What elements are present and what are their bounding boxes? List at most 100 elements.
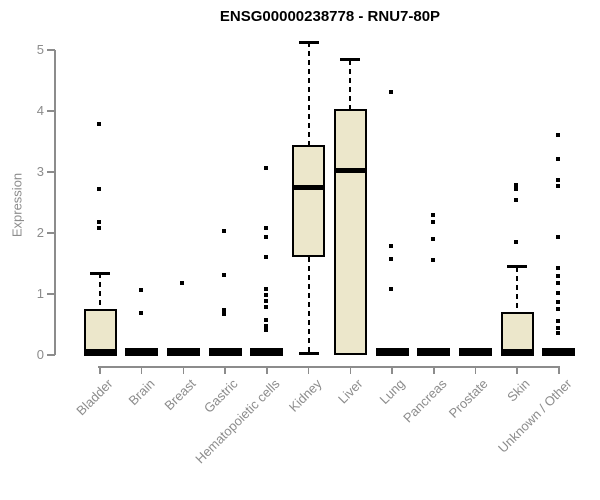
outlier-unknown-other: [555, 184, 560, 189]
whisker-cap-high-liver: [340, 58, 361, 62]
box-breast: [166, 348, 200, 356]
outlier-hematopoietic-cells: [263, 286, 268, 291]
x-tick: [558, 366, 560, 374]
x-tick: [474, 366, 477, 374]
outlier-brain: [138, 310, 143, 315]
outlier-skin: [514, 183, 519, 188]
y-tick: [47, 232, 55, 234]
median-kidney: [292, 185, 326, 191]
x-tick: [391, 366, 393, 374]
y-tick-label-2: 2: [36, 225, 44, 240]
outlier-skin: [514, 198, 519, 203]
outlier-bladder: [97, 220, 101, 225]
outlier-hematopoietic-cells: [263, 323, 268, 328]
outlier-bladder: [97, 187, 101, 192]
outlier-unknown-other: [555, 235, 560, 240]
y-tick: [47, 354, 55, 356]
x-tick: [433, 366, 435, 374]
box-brain: [125, 348, 159, 356]
median-bladder: [83, 349, 117, 356]
box-prostate: [458, 348, 492, 356]
outlier-unknown-other: [555, 177, 560, 182]
outlier-hematopoietic-cells: [263, 166, 268, 171]
whisker-low-kidney: [307, 256, 310, 354]
outlier-unknown-other: [555, 331, 560, 336]
outlier-unknown-other: [555, 290, 560, 295]
x-tick: [140, 366, 143, 374]
outlier-bladder: [97, 226, 101, 231]
outlier-lung: [389, 244, 394, 249]
whisker-high-liver: [349, 59, 352, 109]
whisker-high-skin: [516, 266, 519, 312]
x-tick: [266, 366, 268, 374]
y-tick: [47, 171, 55, 173]
x-axis-line: [98, 366, 560, 368]
whisker-high-kidney: [307, 42, 310, 146]
outlier-unknown-other: [555, 157, 560, 162]
chart-title: ENSG00000238778 - RNU7-80P: [219, 8, 441, 25]
median-skin: [500, 349, 534, 356]
whisker-cap-high-kidney: [298, 40, 319, 44]
y-tick-label-0: 0: [36, 347, 44, 362]
outlier-unknown-other: [555, 132, 560, 137]
y-tick-label-1: 1: [36, 286, 44, 301]
outlier-hematopoietic-cells: [263, 327, 268, 332]
outlier-unknown-other: [555, 281, 560, 286]
box-gastric: [208, 348, 242, 356]
outlier-brain: [138, 287, 143, 292]
outlier-hematopoietic-cells: [263, 318, 268, 323]
outlier-pancreas: [430, 257, 435, 262]
outlier-gastric: [222, 311, 227, 316]
whisker-cap-high-bladder: [90, 271, 110, 275]
outlier-hematopoietic-cells: [263, 304, 268, 309]
outlier-hematopoietic-cells: [263, 226, 268, 231]
outlier-hematopoietic-cells: [263, 255, 268, 260]
box-liver: [333, 108, 367, 355]
x-tick: [307, 366, 310, 374]
outlier-gastric: [222, 273, 227, 278]
outlier-hematopoietic-cells: [263, 293, 268, 298]
box-kidney: [292, 145, 326, 257]
whisker-cap-low-kidney: [298, 352, 319, 356]
x-tick: [182, 366, 185, 374]
y-tick-label-3: 3: [36, 164, 44, 179]
outlier-bladder: [97, 122, 101, 127]
median-liver: [333, 168, 367, 174]
outlier-lung: [389, 287, 394, 292]
y-axis-line: [54, 50, 56, 355]
x-tick: [224, 366, 226, 374]
y-tick-label-4: 4: [36, 103, 44, 118]
y-tick: [47, 49, 55, 51]
outlier-gastric: [222, 229, 227, 234]
outlier-breast: [180, 281, 185, 286]
y-tick: [47, 293, 55, 295]
outlier-pancreas: [430, 220, 435, 225]
outlier-gastric: [222, 308, 227, 313]
y-tick-label-5: 5: [36, 42, 44, 57]
outlier-unknown-other: [555, 325, 560, 330]
outlier-hematopoietic-cells: [263, 299, 268, 304]
whisker-cap-high-skin: [507, 265, 528, 269]
outlier-skin: [514, 187, 519, 192]
box-hematopoietic-cells: [250, 348, 284, 356]
y-tick: [47, 110, 55, 112]
box-lung: [375, 348, 409, 356]
outlier-hematopoietic-cells: [263, 235, 268, 240]
outlier-unknown-other: [555, 319, 560, 324]
outlier-unknown-other: [555, 299, 560, 304]
outlier-pancreas: [430, 212, 435, 217]
whisker-high-bladder: [99, 273, 101, 310]
outlier-lung: [389, 90, 394, 95]
x-tick: [99, 366, 101, 374]
outlier-unknown-other: [555, 273, 560, 278]
outlier-lung: [389, 257, 394, 262]
outlier-unknown-other: [555, 265, 560, 270]
outlier-unknown-other: [555, 307, 560, 312]
outlier-skin: [514, 239, 519, 244]
x-tick: [349, 366, 352, 374]
x-tick: [516, 366, 518, 374]
outlier-pancreas: [430, 237, 435, 242]
box-pancreas: [417, 348, 451, 356]
box-unknown-other: [542, 348, 576, 356]
